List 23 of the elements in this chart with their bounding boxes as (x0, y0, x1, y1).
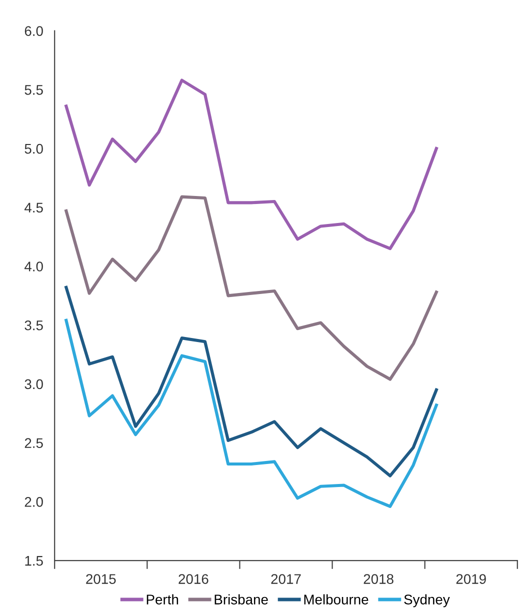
x-tick-label: 2019 (456, 574, 486, 584)
line-series (64, 195, 438, 381)
y-tick-label: 3.5 (24, 320, 43, 330)
x-tick-label: 2017 (271, 574, 301, 584)
y-tick-label: 5.5 (24, 85, 43, 95)
y-tick-label: 4.5 (24, 202, 43, 213)
y-tick-label: 2.5 (24, 438, 43, 448)
y-tick-label: 1.5 (25, 556, 43, 566)
x-tick-label: 2018 (364, 574, 394, 584)
x-tick-label: 2016 (178, 574, 208, 584)
line-series (64, 78, 438, 250)
y-tick-label: 3.0 (24, 379, 43, 390)
legend-label: Brisbane (214, 594, 268, 604)
y-tick-label: 4.0 (24, 262, 43, 272)
legend-label: Sydney (404, 594, 450, 608)
x-tick-label: 2015 (86, 574, 116, 584)
y-tick-label: 2.0 (24, 497, 43, 507)
legend-label: Melbourne (304, 594, 368, 604)
line-series (64, 286, 438, 478)
legend-label: Perth (146, 594, 178, 604)
y-tick-label: 6.0 (24, 26, 43, 36)
line-series (64, 318, 438, 508)
y-tick-label: 5.0 (24, 144, 43, 154)
